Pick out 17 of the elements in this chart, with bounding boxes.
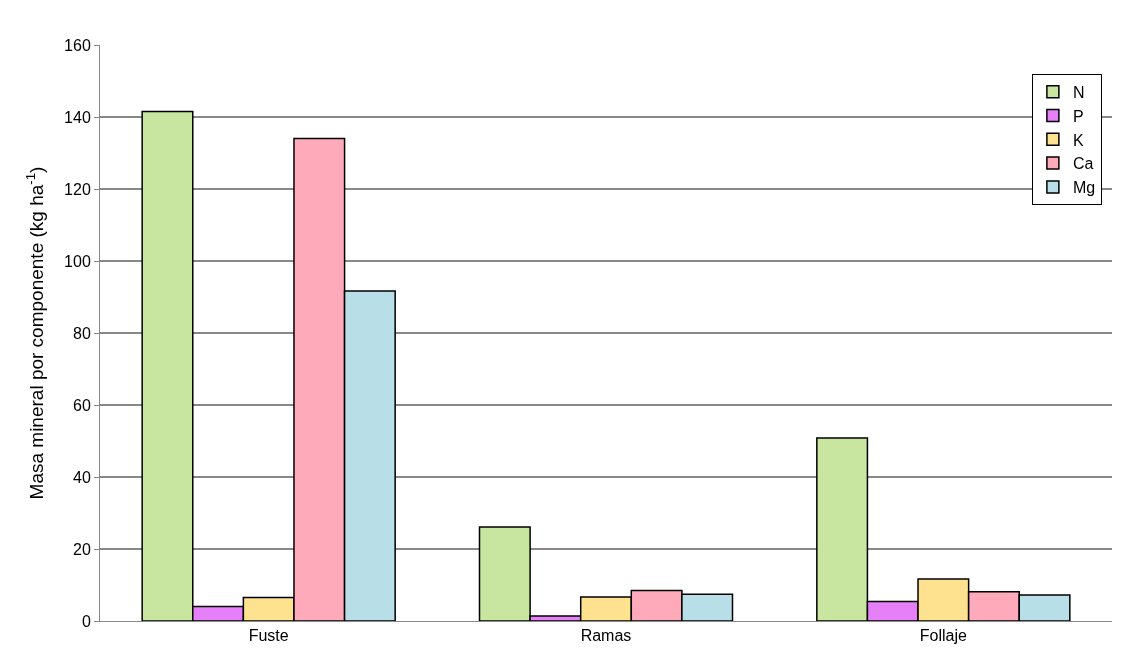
y-tick-label: 60 xyxy=(73,396,91,414)
y-tick-label: 80 xyxy=(73,324,91,342)
x-tick-label: Ramas xyxy=(580,627,632,645)
x-tick-label: Fuste xyxy=(248,627,289,645)
legend-label: Ca xyxy=(1072,155,1094,173)
legend-label: P xyxy=(1072,107,1084,125)
y-tick-label: 160 xyxy=(64,36,91,54)
x-tick-label: Follaje xyxy=(919,627,967,645)
legend-label: Mg xyxy=(1072,179,1096,197)
y-tick-label: 40 xyxy=(73,468,91,486)
y-tick-label: 120 xyxy=(64,180,91,198)
legend-label: K xyxy=(1072,131,1084,149)
y-tick-label: 100 xyxy=(64,252,91,270)
y-tick-label: 140 xyxy=(64,108,91,126)
y-tick-label: 20 xyxy=(73,540,91,558)
legend-label: N xyxy=(1072,83,1085,101)
y-tick-label: 0 xyxy=(81,612,91,630)
